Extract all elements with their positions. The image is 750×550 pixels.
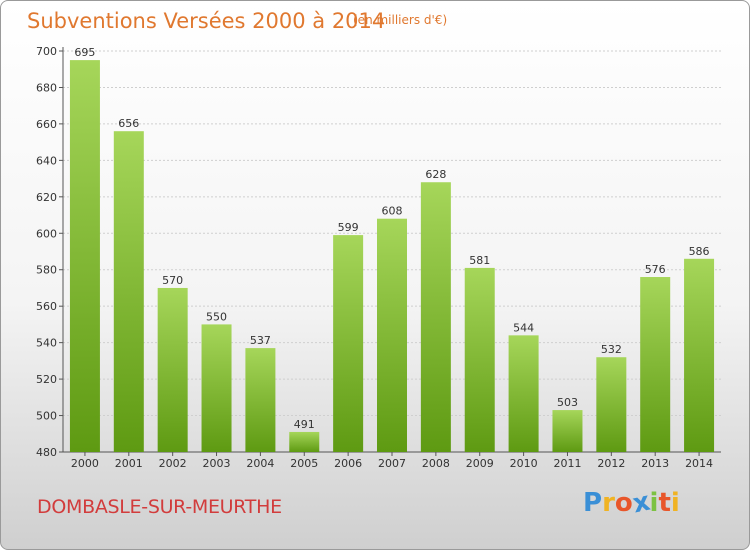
data-label: 581	[469, 254, 490, 267]
y-tick-label: 620	[36, 191, 57, 204]
x-tick-label: 2003	[203, 457, 231, 470]
bar	[552, 410, 583, 452]
y-tick-label: 540	[36, 337, 57, 350]
bar	[157, 287, 188, 452]
chart-title: Subventions Versées 2000 à 2014	[27, 9, 386, 33]
y-tick-label: 560	[36, 300, 57, 313]
bar	[289, 431, 320, 452]
x-tick-label: 2008	[422, 457, 450, 470]
bar	[508, 335, 539, 452]
x-tick-label: 2006	[334, 457, 362, 470]
x-tick-label: 2009	[466, 457, 494, 470]
data-label: 576	[645, 263, 666, 276]
logo-letter: o	[614, 488, 633, 518]
data-label: 491	[294, 418, 315, 431]
x-tick-label: 2000	[71, 457, 99, 470]
bar	[245, 348, 276, 452]
data-label: 503	[557, 396, 578, 409]
y-tick-label: 700	[36, 45, 57, 58]
chart-subtitle: (en milliers d'€)	[353, 13, 448, 27]
bar	[69, 60, 100, 452]
x-tick-label: 2013	[641, 457, 669, 470]
city-name: DOMBASLE-SUR-MEURTHE	[37, 496, 282, 518]
bar	[201, 324, 232, 452]
data-label: 628	[425, 168, 446, 181]
y-tick-label: 600	[36, 227, 57, 240]
logo-letter: i	[649, 488, 659, 518]
y-tick-label: 580	[36, 264, 57, 277]
bar	[640, 277, 671, 452]
data-label: 608	[382, 205, 403, 218]
x-tick-label: 2001	[115, 457, 143, 470]
data-label: 599	[338, 221, 359, 234]
y-tick-label: 680	[36, 81, 57, 94]
bars	[69, 60, 715, 452]
data-label: 656	[118, 117, 139, 130]
data-label: 532	[601, 343, 622, 356]
data-label: 537	[250, 334, 271, 347]
y-tick-label: 480	[36, 446, 57, 459]
labels: 695 2000 656 2001 570 2002 550 2003 537 2004 491 20…	[71, 46, 713, 470]
y-tick-label: 660	[36, 118, 57, 131]
x-tick-label: 2005	[290, 457, 318, 470]
y-tick-label: 640	[36, 154, 57, 167]
data-label: 544	[513, 321, 534, 334]
logo-letter: r	[602, 488, 615, 518]
proxiti-logo: Proxiti	[583, 487, 680, 520]
x-tick-label: 2002	[159, 457, 187, 470]
bar	[464, 267, 495, 452]
logo-letter: P	[583, 488, 603, 518]
bar	[684, 258, 715, 452]
y-tick-label: 520	[36, 373, 57, 386]
x-tick-label: 2004	[246, 457, 274, 470]
x-tick-label: 2007	[378, 457, 406, 470]
bar	[113, 131, 144, 452]
bar	[377, 218, 407, 452]
bar	[596, 357, 627, 452]
bar	[420, 182, 451, 452]
data-label: 695	[74, 46, 95, 59]
logo-letter: t	[658, 488, 671, 518]
data-label: 570	[162, 274, 183, 287]
x-tick-label: 2011	[553, 457, 581, 470]
x-tick-label: 2014	[685, 457, 713, 470]
logo-letter: i	[670, 488, 680, 518]
x-tick-label: 2010	[510, 457, 538, 470]
y-tick-label: 500	[36, 410, 57, 423]
bar	[333, 235, 364, 452]
data-label: 550	[206, 310, 227, 323]
x-tick-label: 2012	[597, 457, 625, 470]
data-label: 586	[689, 245, 710, 258]
